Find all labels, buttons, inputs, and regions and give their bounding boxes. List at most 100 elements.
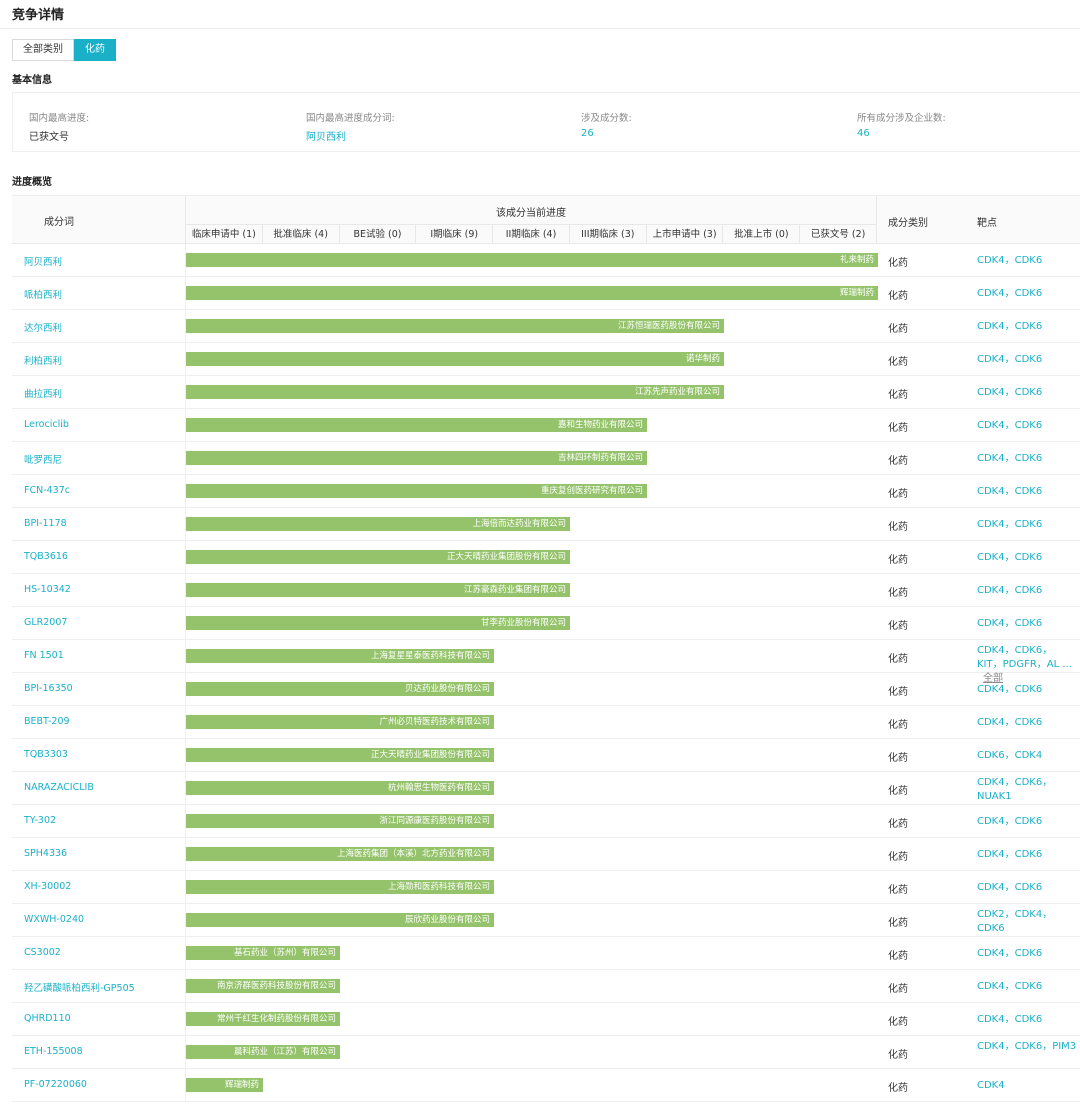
targets-text[interactable]: CDK4，CDK6 xyxy=(977,387,1043,398)
ingredient-link[interactable]: 达尔西利 xyxy=(24,323,63,334)
targets-text[interactable]: CDK4，CDK6 xyxy=(977,882,1043,893)
ingredient-link[interactable]: GLR2007 xyxy=(24,617,68,628)
progress-bar[interactable]: 正大天晴药业集团股份有限公司 xyxy=(186,748,494,762)
targets-cell[interactable]: CDK4，CDK6 xyxy=(977,551,1077,565)
ingredient-link[interactable]: BEBT-209 xyxy=(24,716,70,727)
targets-text[interactable]: CDK6，CDK4 xyxy=(977,750,1043,761)
progress-bar[interactable]: 诺华制药 xyxy=(186,352,724,366)
info-value-link[interactable]: 阿贝西利 xyxy=(306,132,346,143)
targets-text[interactable]: CDK4，CDK6 xyxy=(977,981,1043,992)
ingredient-link[interactable]: ETH-155008 xyxy=(24,1046,83,1057)
targets-text[interactable]: CDK4，CDK6 xyxy=(977,288,1043,299)
targets-cell[interactable]: CDK4，CDK6，NUAK1 xyxy=(977,776,1077,804)
ingredient-link[interactable]: WXWH-0240 xyxy=(24,914,85,925)
targets-cell[interactable]: CDK4，CDK6 xyxy=(977,617,1077,631)
targets-cell[interactable]: CDK4，CDK6 xyxy=(977,881,1077,895)
tab-all-categories[interactable]: 全部类别 xyxy=(12,39,74,61)
targets-cell[interactable]: CDK4，CDK6 xyxy=(977,584,1077,598)
targets-text[interactable]: CDK4，CDK6 xyxy=(977,684,1043,695)
targets-cell[interactable]: CDK6，CDK4 xyxy=(977,749,1077,763)
ingredient-link[interactable]: 哌柏西利 xyxy=(24,290,63,301)
progress-bar[interactable]: 基石药业（苏州）有限公司 xyxy=(186,946,340,960)
ingredient-link[interactable]: 阿贝西利 xyxy=(24,257,63,268)
progress-bar[interactable]: 晨科药业（江苏）有限公司 xyxy=(186,1045,340,1059)
progress-bar[interactable]: 辉瑞制药 xyxy=(186,286,878,300)
targets-cell[interactable]: CDK4，CDK6 xyxy=(977,386,1077,400)
targets-text[interactable]: CDK4，CDK6 xyxy=(977,321,1043,332)
progress-bar[interactable]: 吉林四环制药有限公司 xyxy=(186,451,647,465)
targets-text[interactable]: CDK4，CDK6 xyxy=(977,255,1043,266)
progress-bar[interactable]: 贝达药业股份有限公司 xyxy=(186,682,494,696)
targets-text[interactable]: CDK4，CDK6 xyxy=(977,519,1043,530)
info-value-link[interactable]: 26 xyxy=(581,128,594,139)
progress-bar[interactable]: 江苏豪森药业集团有限公司 xyxy=(186,583,570,597)
progress-bar[interactable]: 常州千红生化制药股份有限公司 xyxy=(186,1012,340,1026)
ingredient-link[interactable]: NARAZACICLIB xyxy=(24,782,94,793)
targets-text[interactable]: CDK4，CDK6 xyxy=(977,486,1043,497)
targets-cell[interactable]: CDK4，CDK6 xyxy=(977,716,1077,730)
progress-bar[interactable]: 辰欣药业股份有限公司 xyxy=(186,913,494,927)
targets-text[interactable]: CDK4，CDK6 xyxy=(977,585,1043,596)
ingredient-link[interactable]: 羟乙磺酸哌柏西利-GP505 xyxy=(24,983,135,994)
targets-text[interactable]: CDK4，CDK6 xyxy=(977,420,1043,431)
ingredient-link[interactable]: TQB3303 xyxy=(24,749,68,760)
ingredient-link[interactable]: XH-30002 xyxy=(24,881,72,892)
targets-cell[interactable]: CDK4，CDK6 xyxy=(977,287,1077,301)
targets-cell[interactable]: CDK4，CDK6 xyxy=(977,683,1077,697)
targets-cell[interactable]: CDK4，CDK6，PIM3 xyxy=(977,1040,1077,1054)
info-value-link[interactable]: 46 xyxy=(857,128,870,139)
targets-cell[interactable]: CDK4，CDK6 xyxy=(977,353,1077,367)
ingredient-link[interactable]: Lerociclib xyxy=(24,419,69,430)
progress-bar[interactable]: 上海医药集团（本溪）北方药业有限公司 xyxy=(186,847,494,861)
progress-bar[interactable]: 广州必贝特医药技术有限公司 xyxy=(186,715,494,729)
targets-cell[interactable]: CDK4，CDK6 xyxy=(977,320,1077,334)
ingredient-link[interactable]: 曲拉西利 xyxy=(24,389,63,400)
progress-bar[interactable]: 江苏恒瑞医药股份有限公司 xyxy=(186,319,724,333)
ingredient-link[interactable]: 吡罗西尼 xyxy=(24,455,63,466)
targets-cell[interactable]: CDK4，CDK6 xyxy=(977,254,1077,268)
targets-cell[interactable]: CDK4，CDK6 xyxy=(977,1013,1077,1027)
targets-text[interactable]: CDK2，CDK4，CDK6 xyxy=(977,909,1053,934)
targets-text[interactable]: CDK4，CDK6，NUAK1 xyxy=(977,777,1053,802)
progress-bar[interactable]: 嘉和生物药业有限公司 xyxy=(186,418,647,432)
targets-cell[interactable]: CDK4，CDK6 xyxy=(977,518,1077,532)
targets-cell[interactable]: CDK4，CDK6 xyxy=(977,419,1077,433)
tab-chemical-drug[interactable]: 化药 xyxy=(74,39,116,61)
targets-text[interactable]: CDK4，CDK6 xyxy=(977,552,1043,563)
targets-text[interactable]: CDK4，CDK6 xyxy=(977,948,1043,959)
targets-cell[interactable]: CDK4，CDK6 xyxy=(977,815,1077,829)
show-all-targets-link[interactable]: 全部 xyxy=(983,673,1003,684)
targets-text[interactable]: CDK4，CDK6 xyxy=(977,849,1043,860)
targets-cell[interactable]: CDK4，CDK6 xyxy=(977,947,1077,961)
targets-text[interactable]: CDK4，CDK6 xyxy=(977,717,1043,728)
ingredient-link[interactable]: TY-302 xyxy=(24,815,57,826)
targets-text[interactable]: CDK4，CDK6 xyxy=(977,816,1043,827)
progress-bar[interactable]: 甘李药业股份有限公司 xyxy=(186,616,570,630)
targets-text[interactable]: CDK4 xyxy=(977,1080,1005,1091)
targets-text[interactable]: CDK4，CDK6，KIT，PDGFR，AL ... xyxy=(977,645,1072,670)
ingredient-link[interactable]: PF-07220060 xyxy=(24,1079,87,1090)
progress-bar[interactable]: 礼来制药 xyxy=(186,253,878,267)
ingredient-link[interactable]: BPI-16350 xyxy=(24,683,73,694)
ingredient-link[interactable]: FCN-437c xyxy=(24,485,70,496)
ingredient-link[interactable]: HS-10342 xyxy=(24,584,71,595)
targets-text[interactable]: CDK4，CDK6 xyxy=(977,1014,1043,1025)
progress-bar[interactable]: 上海复星星泰医药科技有限公司 xyxy=(186,649,494,663)
targets-cell[interactable]: CDK4，CDK6 xyxy=(977,452,1077,466)
targets-text[interactable]: CDK4，CDK6 xyxy=(977,618,1043,629)
progress-bar[interactable]: 江苏先声药业有限公司 xyxy=(186,385,724,399)
ingredient-link[interactable]: TQB3616 xyxy=(24,551,68,562)
targets-text[interactable]: CDK4，CDK6 xyxy=(977,354,1043,365)
progress-bar[interactable]: 南京济群医药科技股份有限公司 xyxy=(186,979,340,993)
ingredient-link[interactable]: SPH4336 xyxy=(24,848,68,859)
targets-cell[interactable]: CDK2，CDK4，CDK6 xyxy=(977,908,1077,936)
targets-text[interactable]: CDK4，CDK6 xyxy=(977,453,1043,464)
targets-cell[interactable]: CDK4，CDK6 xyxy=(977,980,1077,994)
ingredient-link[interactable]: BPI-1178 xyxy=(24,518,67,529)
targets-cell[interactable]: CDK4 xyxy=(977,1079,1077,1093)
ingredient-link[interactable]: CS3002 xyxy=(24,947,61,958)
ingredient-link[interactable]: FN 1501 xyxy=(24,650,64,661)
progress-bar[interactable]: 重庆复创医药研究有限公司 xyxy=(186,484,647,498)
targets-cell[interactable]: CDK4，CDK6，KIT，PDGFR，AL ... 全部 xyxy=(977,644,1077,686)
progress-bar[interactable]: 上海勋和医药科技有限公司 xyxy=(186,880,494,894)
